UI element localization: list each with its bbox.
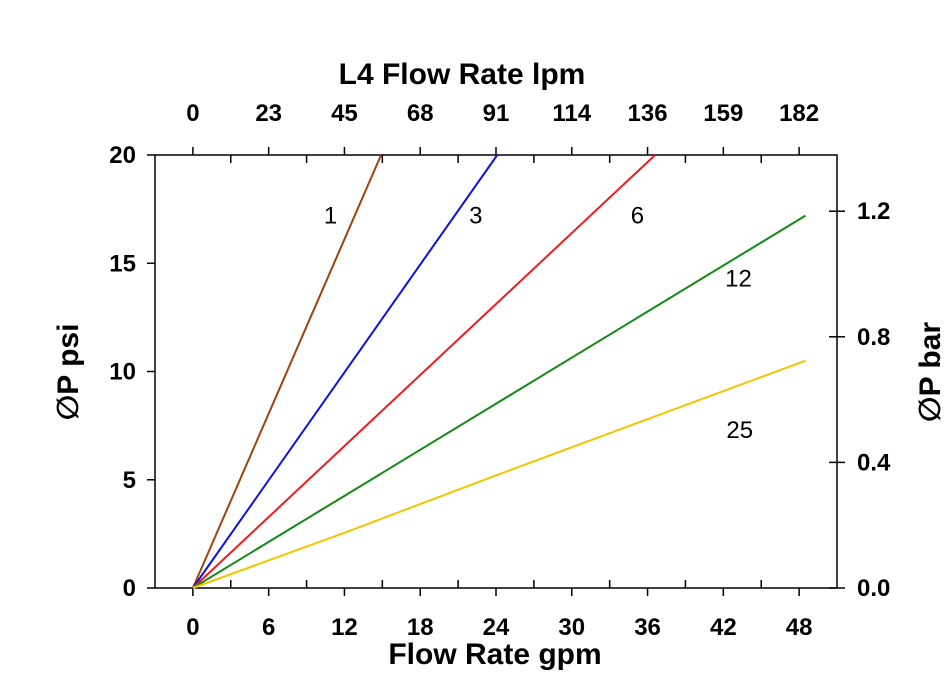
tick-labels: 0 6 12 18 24 30 36 42 480 23 45 68 91 114 136 159 182051… — [109, 100, 891, 641]
plot-frame — [154, 154, 838, 589]
series-line-12 — [192, 214, 806, 589]
series-line-3 — [192, 154, 499, 589]
x-tick-label: 24 — [483, 614, 510, 641]
series-lines — [191, 154, 806, 589]
series-labels: 1 3 6 12 25 — [324, 203, 753, 444]
y-axis-title: ∅P psi — [52, 324, 85, 421]
x-tick-label: 30 — [558, 614, 585, 641]
x-tick-label: 6 — [262, 614, 275, 641]
axis-ticks — [147, 147, 845, 596]
series-line-1 — [191, 154, 382, 589]
series-label: 3 — [469, 203, 482, 230]
series-label: 25 — [726, 417, 753, 444]
y-tick-label: 10 — [109, 359, 136, 386]
x-tick-label: 0 — [186, 614, 199, 641]
y2-tick-label: 0.0 — [857, 575, 890, 602]
series-label: 12 — [725, 265, 752, 292]
series-label: 1 — [324, 203, 337, 230]
series-label: 6 — [631, 203, 644, 230]
series-line-25 — [192, 359, 806, 589]
x2-tick-label: 114 — [552, 100, 591, 127]
y-tick-label: 20 — [109, 142, 136, 169]
y-tick-label: 15 — [109, 250, 136, 277]
chart-title: L4 Flow Rate lpm — [339, 58, 586, 91]
x2-tick-label: 45 — [331, 100, 358, 127]
x-tick-label: 42 — [710, 614, 737, 641]
x2-tick-label: 68 — [407, 100, 434, 127]
x2-tick-label: 91 — [483, 100, 510, 127]
x2-tick-label: 159 — [703, 100, 743, 127]
y2-tick-label: 0.8 — [857, 324, 890, 351]
x-tick-label: 12 — [331, 614, 358, 641]
x2-tick-label: 23 — [255, 100, 282, 127]
y2-tick-label: 1.2 — [857, 198, 890, 225]
x-tick-label: 18 — [407, 614, 434, 641]
y-tick-label: 0 — [123, 575, 136, 602]
y2-axis-title: ∅P bar — [914, 322, 947, 423]
x2-tick-label: 182 — [779, 100, 819, 127]
x-tick-label: 36 — [634, 614, 661, 641]
y-tick-label: 5 — [123, 467, 136, 494]
y2-tick-label: 0.4 — [857, 449, 891, 476]
series-line-6 — [192, 154, 656, 589]
x2-tick-label: 136 — [628, 100, 668, 127]
x-tick-label: 48 — [786, 614, 813, 641]
x2-tick-label: 0 — [186, 100, 199, 127]
x-axis-title: Flow Rate gpm — [388, 638, 601, 671]
